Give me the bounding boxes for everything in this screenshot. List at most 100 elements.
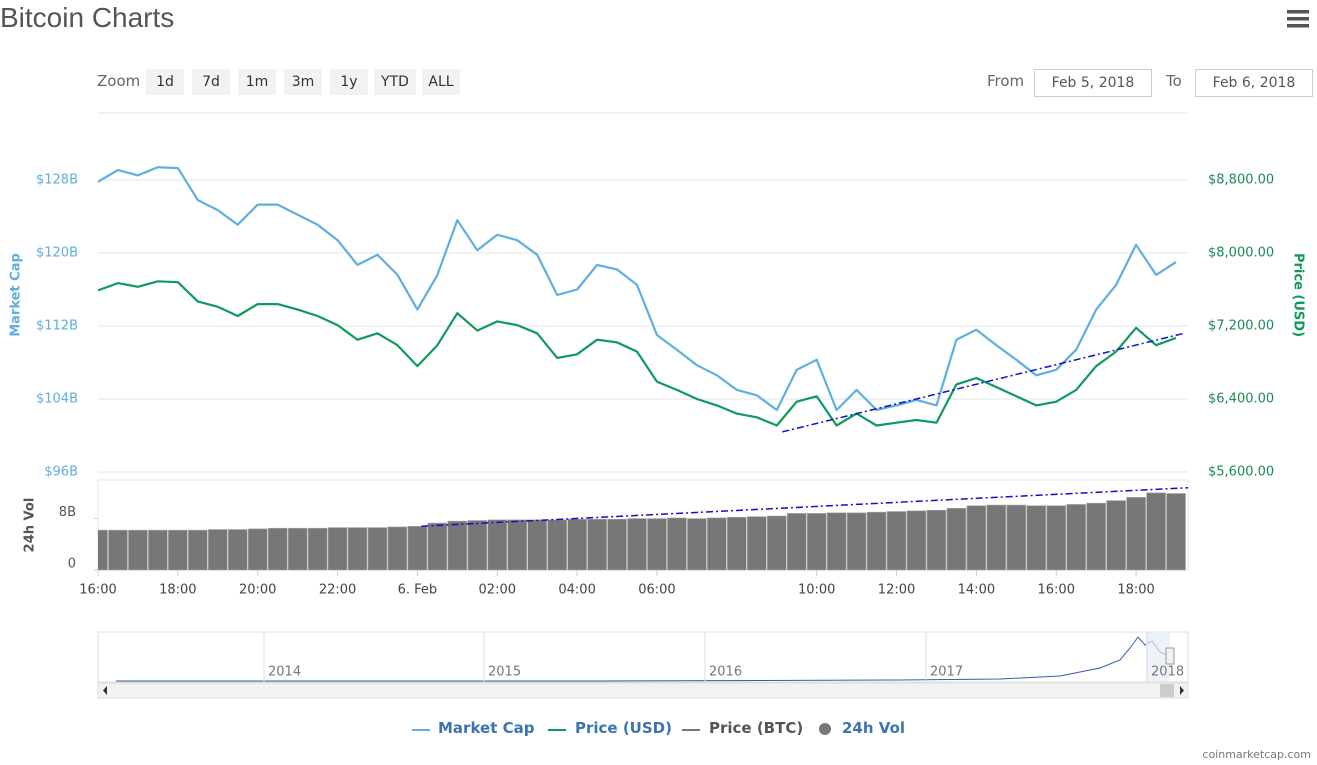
legend-swatch <box>682 729 700 731</box>
volume-bar <box>467 520 488 571</box>
volume-bar <box>487 519 508 571</box>
y2-tick-label: $6,400.00 <box>1208 392 1274 407</box>
y-tick-label: $112B <box>36 319 78 334</box>
volume-bar <box>387 526 408 571</box>
volume-bar <box>986 504 1007 571</box>
y-tick-label: $104B <box>36 392 78 407</box>
volume-bar <box>547 519 567 571</box>
volume-bar <box>447 520 468 571</box>
volume-bar <box>1126 497 1146 571</box>
y2-tick-label: $8,000.00 <box>1208 246 1274 261</box>
plot-area <box>98 486 1188 571</box>
navigator-frame <box>97 631 1189 683</box>
x-tick-label: 02:00 <box>479 583 516 598</box>
legend-item[interactable]: 24h Vol <box>842 719 906 737</box>
x-tick-label: 10:00 <box>798 583 835 598</box>
volume-bar <box>647 518 667 571</box>
volume-bar <box>687 518 707 571</box>
volume-bar <box>207 529 228 571</box>
x-tick-label: 06:00 <box>638 583 675 598</box>
zoom-button[interactable]: YTD <box>374 69 416 95</box>
volume-bar <box>766 515 787 571</box>
x-tick-label: 22:00 <box>319 583 356 598</box>
volume-bar <box>786 513 807 571</box>
scroll-right[interactable] <box>1180 686 1184 695</box>
credit: coinmarketcap.com <box>1202 748 1311 761</box>
navigator-handle[interactable] <box>1165 647 1175 665</box>
menu-icon[interactable] <box>1287 10 1309 28</box>
from-label: From <box>987 72 1025 90</box>
volume-bar <box>846 512 867 571</box>
y-tick-label: 8B <box>59 505 76 520</box>
y-tick-label: $120B <box>36 246 78 261</box>
trend-line <box>782 332 1185 433</box>
scroll-left[interactable] <box>103 686 107 695</box>
volume-bar <box>667 517 687 571</box>
x-tick-label: 12:00 <box>878 583 915 598</box>
volume-bar <box>926 509 947 571</box>
to-label: To <box>1166 72 1182 90</box>
legend-swatch <box>548 729 566 731</box>
volume-bar <box>946 507 967 571</box>
zoom-button[interactable]: 1m <box>238 69 276 95</box>
y-axis-title: 24h Vol <box>23 498 38 553</box>
zoom-button[interactable]: 7d <box>192 69 230 95</box>
volume-bar <box>307 527 328 571</box>
from-date[interactable]: Feb 5, 2018 <box>1034 69 1152 97</box>
series-line <box>98 166 1177 412</box>
volume-bar <box>587 518 607 571</box>
to-date[interactable]: Feb 6, 2018 <box>1195 69 1313 97</box>
volume-bar <box>866 511 887 571</box>
page-title: Bitcoin Charts <box>0 2 175 33</box>
scrollbar[interactable] <box>97 682 1189 699</box>
legend-item[interactable]: Market Cap <box>438 719 535 737</box>
volume-bar <box>886 511 907 571</box>
volume-bar <box>707 517 727 571</box>
navigator-label: 2018 <box>1151 665 1184 680</box>
volume-bar <box>567 518 587 571</box>
zoom-button[interactable]: ALL <box>422 69 460 95</box>
navigator-label: 2016 <box>709 665 742 680</box>
y-tick-label: $128B <box>36 173 78 188</box>
volume-bar <box>806 513 827 571</box>
volume-bar <box>98 529 108 571</box>
y-tick-label: 0 <box>68 557 76 572</box>
volume-bar <box>1006 504 1027 571</box>
volume-bar <box>1026 505 1047 571</box>
y2-axis-title: Price (USD) <box>1291 253 1306 337</box>
volume-bar <box>607 518 627 571</box>
y-tick-label: $96B <box>44 465 78 480</box>
volume-bar <box>1106 500 1126 571</box>
legend-item[interactable]: Price (USD) <box>575 719 672 737</box>
legend-item[interactable]: Price (BTC) <box>709 719 804 737</box>
volume-bar <box>227 529 248 571</box>
volume-bar <box>1166 493 1186 571</box>
zoom-button[interactable]: 1d <box>146 69 184 95</box>
navigator-label: 2015 <box>488 665 521 680</box>
volume-bar <box>1146 492 1166 571</box>
navigator-label: 2017 <box>930 665 963 680</box>
x-tick-label: 16:00 <box>79 583 116 598</box>
zoom-button[interactable]: 1y <box>330 69 368 95</box>
volume-bar <box>966 505 987 571</box>
volume-bar <box>407 525 428 571</box>
x-tick-label: 20:00 <box>239 583 276 598</box>
volume-bar <box>327 527 348 571</box>
x-tick-label: 18:00 <box>159 583 196 598</box>
volume-bar <box>627 518 647 571</box>
volume-bar <box>287 527 308 571</box>
x-tick-label: 6. Feb <box>398 583 438 598</box>
zoom-button[interactable]: 3m <box>284 69 322 95</box>
volume-bar <box>247 528 268 571</box>
series-line <box>98 280 1177 427</box>
volume-bar <box>128 529 148 571</box>
y2-tick-label: $7,200.00 <box>1208 319 1274 334</box>
volume-bar <box>1086 502 1106 571</box>
legend-swatch <box>412 729 430 731</box>
x-tick-label: 18:00 <box>1117 583 1154 598</box>
x-tick-label: 16:00 <box>1038 583 1075 598</box>
y-axis-title: Market Cap <box>9 253 24 337</box>
scrollbar-thumb[interactable] <box>1160 684 1174 697</box>
